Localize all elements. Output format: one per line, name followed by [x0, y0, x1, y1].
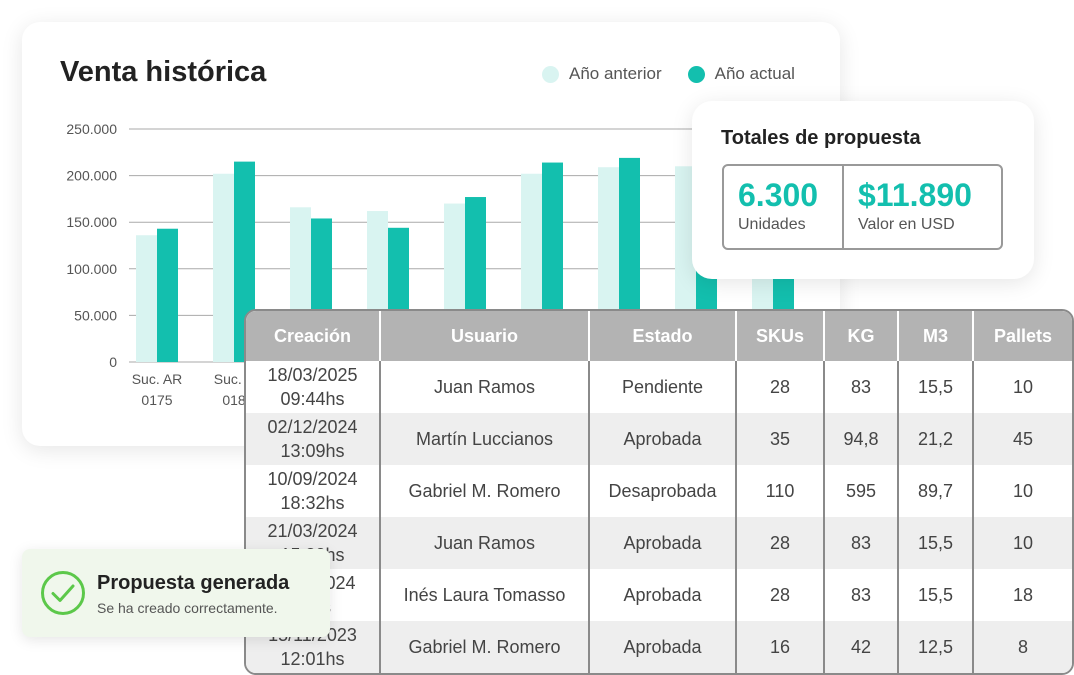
- cell-user: Inés Laura Tomasso: [380, 569, 590, 621]
- cell-kg: 595: [824, 465, 899, 517]
- x-tick-label: Suc. AR: [132, 371, 183, 387]
- cell-user: Gabriel M. Romero: [380, 465, 590, 517]
- cell-status: Aprobada: [589, 621, 737, 673]
- cell-status: Pendiente: [589, 361, 737, 413]
- cell-user: Martín Luccianos: [380, 413, 590, 465]
- cell-pallets: 10: [973, 465, 1072, 517]
- proposal-totals-card: Totales de propuesta 6.300 Unidades $11.…: [692, 101, 1034, 279]
- check-circle-icon: [41, 571, 85, 615]
- cell-status: Desaprobada: [589, 465, 737, 517]
- header-kg[interactable]: KG: [824, 311, 899, 361]
- cell-status: Aprobada: [589, 569, 737, 621]
- proposals-table: Creación Usuario Estado SKUs KG M3 Palle…: [244, 309, 1074, 675]
- cell-skus: 16: [736, 621, 825, 673]
- cell-creation: 02/12/2024 13:09hs: [246, 413, 381, 465]
- chart-title: Venta histórica: [60, 56, 267, 88]
- cell-time: 13:09hs: [280, 441, 345, 461]
- y-tick-label: 150.000: [66, 214, 117, 230]
- table-row[interactable]: 02/12/2024 13:09hs Martín Luccianos Aprobad…: [246, 413, 1072, 465]
- legend-dot-previous-year: [542, 65, 559, 83]
- cell-pallets: 10: [973, 361, 1072, 413]
- usd-label: Valor en USD: [858, 216, 955, 233]
- header-m3[interactable]: M3: [898, 311, 974, 361]
- bar-previous-year: [213, 173, 234, 362]
- toast-title: Propuesta generada: [97, 572, 290, 594]
- units-label: Unidades: [738, 216, 806, 233]
- header-user[interactable]: Usuario: [380, 311, 590, 361]
- table-header-row: Creación Usuario Estado SKUs KG M3 Palle…: [246, 311, 1072, 361]
- cell-kg: 83: [824, 361, 899, 413]
- cell-m3: 15,5: [898, 361, 974, 413]
- legend-item-previous-year[interactable]: Año anterior: [542, 64, 662, 84]
- cell-time: 09:44hs: [280, 389, 345, 409]
- cell-kg: 83: [824, 569, 899, 621]
- chart-legend: Año anterior Año actual: [542, 64, 795, 84]
- cell-kg: 94,8: [824, 413, 899, 465]
- usd-value: $11.890: [858, 177, 972, 213]
- cell-date: 21/03/2024: [267, 521, 358, 541]
- cell-skus: 28: [736, 361, 825, 413]
- y-tick-label: 250.000: [66, 121, 117, 137]
- cell-creation: 10/09/2024 18:32hs: [246, 465, 381, 517]
- table-row[interactable]: 10/09/2024 18:32hs Gabriel M. Romero Desapr…: [246, 465, 1072, 517]
- legend-label-current-year: Año actual: [714, 64, 795, 83]
- cell-m3: 15,5: [898, 569, 974, 621]
- header-skus[interactable]: SKUs: [736, 311, 825, 361]
- totals-title: Totales de propuesta: [721, 127, 921, 149]
- usd-total: $11.890 Valor en USD: [842, 166, 1001, 248]
- table-row[interactable]: 18/03/2025 09:44hs Juan Ramos Pendiente 28 83…: [246, 361, 1072, 413]
- cell-pallets: 8: [973, 621, 1072, 673]
- bar-current-year: [157, 228, 178, 362]
- cell-m3: 12,5: [898, 621, 974, 673]
- units-value: 6.300: [738, 177, 819, 213]
- cell-date: 02/12/2024: [267, 417, 358, 437]
- header-creation[interactable]: Creación: [246, 311, 381, 361]
- cell-time: 18:32hs: [280, 493, 345, 513]
- legend-dot-current-year: [687, 65, 705, 83]
- y-tick-label: 200.000: [66, 168, 117, 184]
- cell-skus: 28: [736, 569, 825, 621]
- x-tick-label: 0175: [141, 392, 172, 408]
- cell-creation: 18/03/2025 09:44hs: [246, 361, 381, 413]
- x-tick-label: 018: [222, 392, 246, 408]
- cell-m3: 15,5: [898, 517, 974, 569]
- cell-user: Juan Ramos: [380, 517, 590, 569]
- table-row[interactable]: 21/03/202415:30hsJuan RamosAprobada28831…: [246, 517, 1072, 569]
- cell-user: Juan Ramos: [380, 361, 590, 413]
- totals-box: 6.300 Unidades $11.890 Valor en USD: [722, 164, 1003, 250]
- bar-previous-year: [136, 235, 157, 362]
- cell-date: 10/09/2024: [267, 469, 358, 489]
- cell-pallets: 18: [973, 569, 1072, 621]
- header-pallets[interactable]: Pallets: [973, 311, 1072, 361]
- cell-status: Aprobada: [589, 413, 737, 465]
- legend-item-current-year[interactable]: Año actual: [687, 64, 795, 84]
- cell-pallets: 45: [973, 413, 1072, 465]
- cell-status: Aprobada: [589, 517, 737, 569]
- cell-kg: 83: [824, 517, 899, 569]
- cell-skus: 28: [736, 517, 825, 569]
- units-total: 6.300 Unidades: [724, 166, 842, 248]
- cell-user: Gabriel M. Romero: [380, 621, 590, 673]
- success-toast: Propuesta generada Se ha creado correcta…: [22, 549, 330, 637]
- cell-skus: 110: [736, 465, 825, 517]
- y-tick-label: 50.000: [74, 307, 117, 323]
- cell-m3: 89,7: [898, 465, 974, 517]
- cell-skus: 35: [736, 413, 825, 465]
- cell-kg: 42: [824, 621, 899, 673]
- y-tick-label: 100.000: [66, 261, 117, 277]
- cell-date: 18/03/2025: [267, 365, 358, 385]
- table-row[interactable]: …/…/2024…hsInés Laura TomassoAprobada288…: [246, 569, 1072, 621]
- toast-message: Se ha creado correctamente.: [97, 600, 278, 616]
- y-tick-label: 0: [109, 354, 117, 370]
- cell-m3: 21,2: [898, 413, 974, 465]
- cell-time: 12:01hs: [280, 649, 345, 669]
- legend-label-previous-year: Año anterior: [569, 64, 662, 83]
- cell-pallets: 10: [973, 517, 1072, 569]
- header-status[interactable]: Estado: [589, 311, 737, 361]
